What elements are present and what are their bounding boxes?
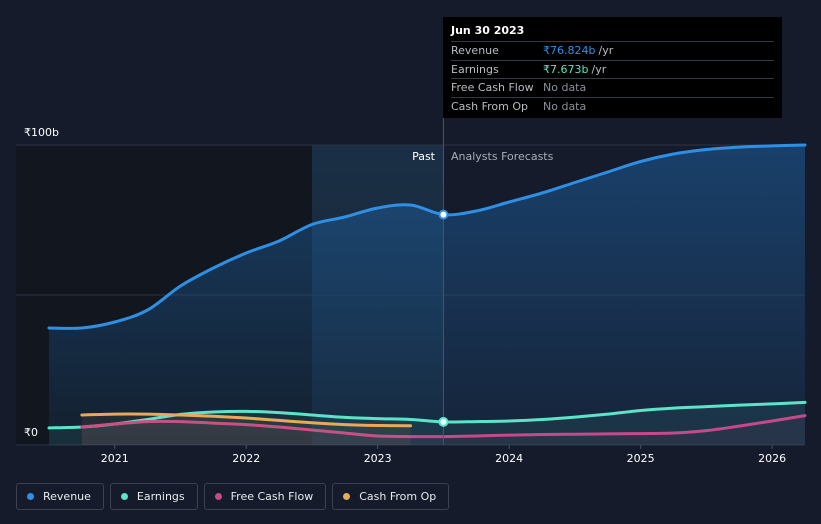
tooltip-row-unit: /yr: [598, 44, 614, 57]
series-area-cash-from-op: [81, 413, 411, 445]
x-tick-label: 2023: [364, 452, 392, 465]
revenue-area: [49, 145, 805, 445]
x-tick-label: 2022: [232, 452, 260, 465]
legend-label: Free Cash Flow: [230, 490, 314, 503]
tooltip-row-name: Free Cash Flow: [451, 81, 534, 94]
legend-label: Cash From Op: [359, 490, 437, 503]
legend-item-earnings[interactable]: Earnings: [109, 483, 198, 510]
legend: Revenue Earnings Free Cash Flow Cash From O…: [16, 483, 450, 510]
legend-label: Revenue: [43, 490, 91, 503]
y-axis-bottom-label: ₹0: [24, 426, 38, 439]
y-axis-top-label: ₹100b: [24, 126, 59, 139]
tooltip-row-value: ₹76.824b: [543, 44, 596, 57]
x-tick-label: 2026: [758, 452, 786, 465]
legend-item-cash-from-op[interactable]: Cash From Op: [332, 483, 450, 510]
tooltip: Jun 30 2023 Revenue ₹76.824b/yr Earnings ₹7…: [443, 17, 782, 118]
tooltip-row-name: Earnings: [451, 62, 499, 76]
tooltip-row-value: ₹7.673b: [543, 62, 589, 76]
legend-dot-icon: [343, 493, 351, 500]
series-area-free-cash-flow: [81, 415, 805, 445]
legend-item-free-cash-flow[interactable]: Free Cash Flow: [203, 483, 327, 510]
legend-label: Earnings: [136, 490, 185, 503]
legend-dot-icon: [27, 493, 34, 500]
tooltip-row: Earnings ₹7.673b/yr: [451, 59, 774, 79]
x-tick-label: 2021: [101, 452, 129, 465]
x-tick-label: 2024: [495, 452, 523, 465]
legend-dot-icon: [120, 493, 128, 500]
highlight-marker-revenue: [438, 209, 449, 220]
legend-item-revenue[interactable]: Revenue: [16, 483, 104, 510]
tooltip-row-unit: /yr: [591, 62, 607, 76]
tooltip-row-name: Cash From Op: [451, 99, 529, 113]
tooltip-row-value: No data: [543, 81, 587, 94]
forecast-label: Analysts Forecasts: [451, 150, 554, 163]
highlight-marker-earnings: [438, 416, 449, 427]
tooltip-row-name: Revenue: [451, 44, 499, 57]
series-line-revenue: [47, 143, 807, 330]
tooltip-row: Cash From Op No data: [451, 96, 774, 116]
tooltip-row: Free Cash Flow No data: [451, 78, 774, 97]
tooltip-row: Revenue ₹76.824b/yr: [451, 41, 774, 60]
legend-dot-icon: [214, 493, 222, 500]
series-line-cash-from-op: [80, 412, 413, 428]
x-tick-label: 2025: [627, 452, 655, 465]
past-label: Past: [412, 150, 436, 163]
tooltip-row-value: No data: [543, 99, 587, 113]
tooltip-date: Jun 30 2023: [451, 24, 525, 37]
